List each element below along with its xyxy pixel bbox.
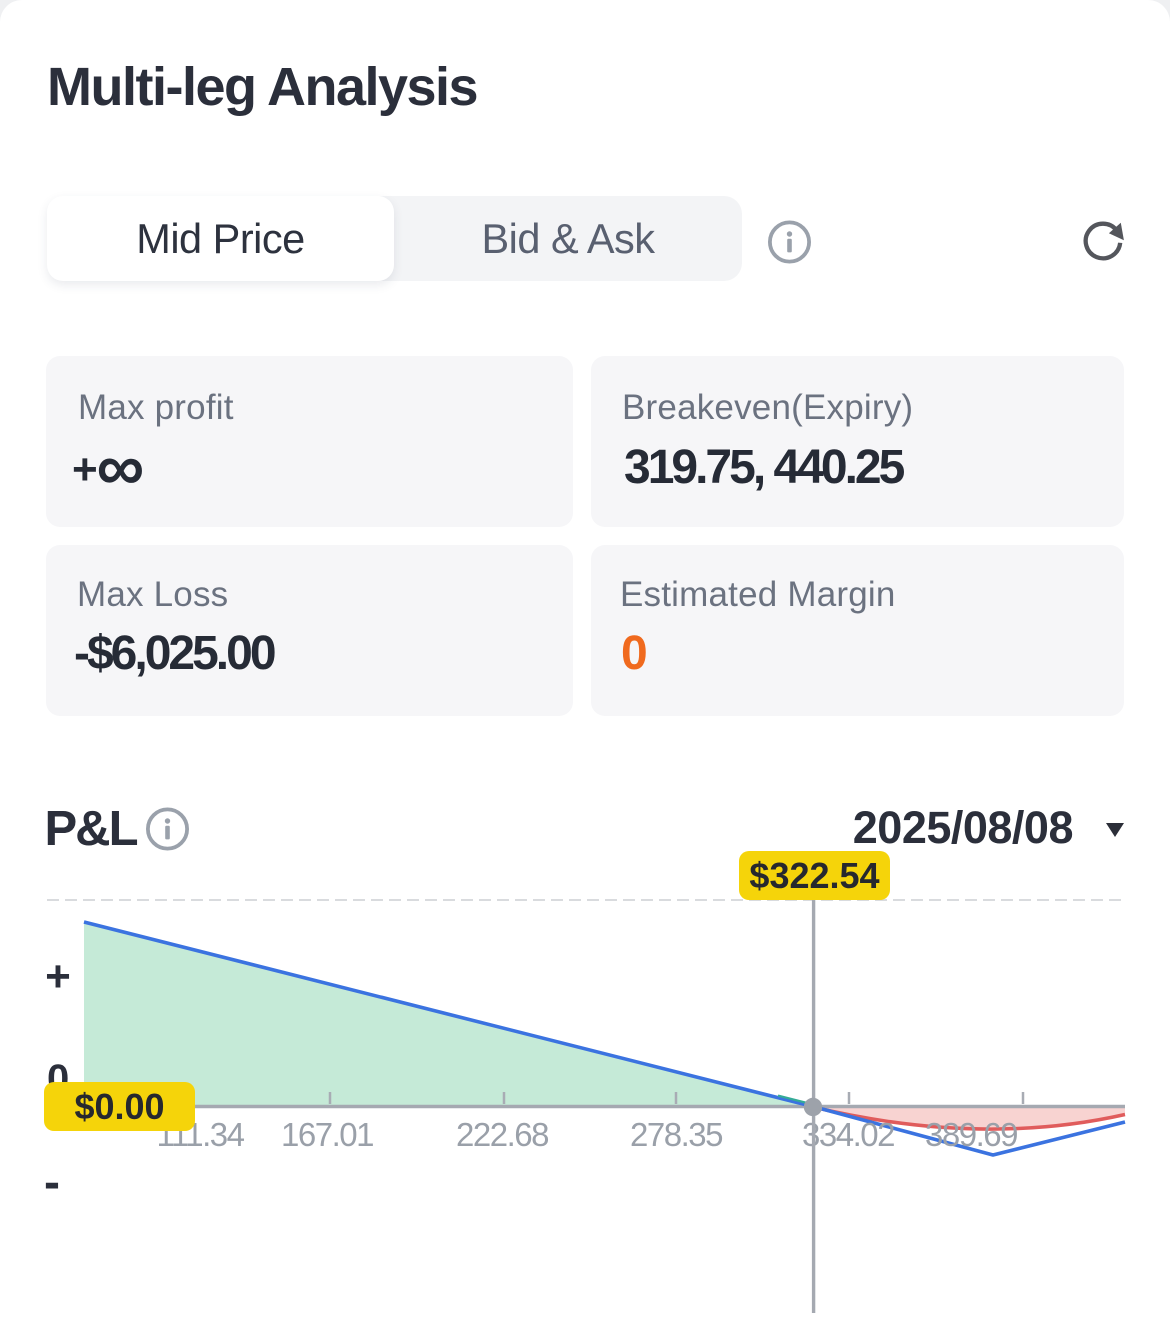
svg-text:-: -	[44, 1156, 60, 1209]
svg-text:278.35: 278.35	[630, 1116, 722, 1153]
svg-text:389.69: 389.69	[925, 1116, 1017, 1153]
svg-text:167.01: 167.01	[281, 1116, 373, 1153]
svg-text:222.68: 222.68	[456, 1116, 548, 1153]
svg-text:334.02: 334.02	[802, 1116, 894, 1153]
svg-text:+: +	[45, 952, 71, 1001]
